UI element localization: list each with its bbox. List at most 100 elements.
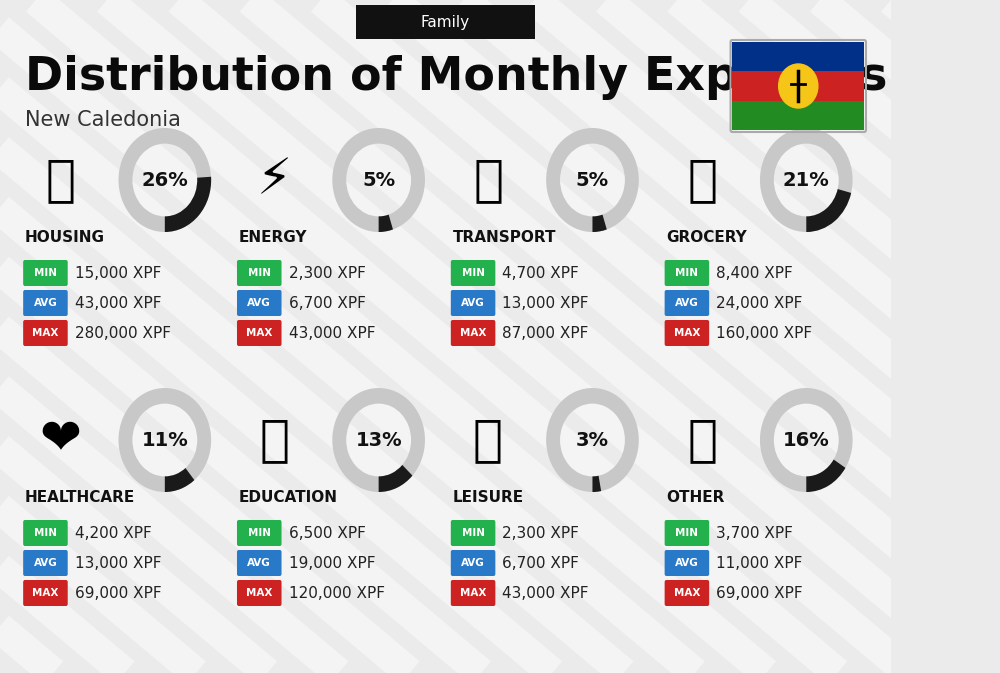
Text: New Caledonia: New Caledonia [25, 110, 181, 130]
Text: 11%: 11% [141, 431, 188, 450]
Text: 13%: 13% [355, 431, 402, 450]
Text: AVG: AVG [461, 298, 485, 308]
FancyBboxPatch shape [451, 550, 495, 576]
Text: AVG: AVG [247, 558, 271, 568]
Wedge shape [806, 460, 845, 492]
FancyBboxPatch shape [23, 320, 68, 346]
FancyBboxPatch shape [451, 580, 495, 606]
Text: 13,000 XPF: 13,000 XPF [502, 295, 589, 310]
Text: 13,000 XPF: 13,000 XPF [75, 555, 161, 571]
Text: MAX: MAX [460, 588, 486, 598]
Wedge shape [806, 189, 851, 232]
Text: EDUCATION: EDUCATION [239, 490, 338, 505]
FancyBboxPatch shape [237, 290, 282, 316]
Text: 280,000 XPF: 280,000 XPF [75, 326, 171, 341]
Text: 🚌: 🚌 [473, 156, 503, 204]
FancyBboxPatch shape [237, 580, 282, 606]
Text: MIN: MIN [34, 528, 57, 538]
Text: 3%: 3% [576, 431, 609, 450]
Text: HEALTHCARE: HEALTHCARE [25, 490, 135, 505]
FancyBboxPatch shape [237, 520, 282, 546]
FancyBboxPatch shape [451, 520, 495, 546]
Text: ⚡: ⚡ [257, 156, 292, 204]
Text: ❤️: ❤️ [40, 416, 82, 464]
Wedge shape [118, 128, 211, 232]
FancyBboxPatch shape [665, 550, 709, 576]
Text: 8,400 XPF: 8,400 XPF [716, 266, 793, 281]
Text: 11,000 XPF: 11,000 XPF [716, 555, 803, 571]
Text: 5%: 5% [576, 170, 609, 190]
FancyBboxPatch shape [451, 320, 495, 346]
FancyBboxPatch shape [451, 290, 495, 316]
Wedge shape [165, 177, 211, 232]
Text: 6,700 XPF: 6,700 XPF [289, 295, 366, 310]
Text: MAX: MAX [246, 328, 272, 338]
Text: MIN: MIN [248, 528, 271, 538]
Circle shape [779, 64, 818, 108]
Text: ENERGY: ENERGY [239, 230, 307, 245]
Text: GROCERY: GROCERY [666, 230, 747, 245]
Text: HOUSING: HOUSING [25, 230, 105, 245]
Wedge shape [332, 128, 425, 232]
Text: 69,000 XPF: 69,000 XPF [716, 586, 803, 600]
Text: Distribution of Monthly Expenses: Distribution of Monthly Expenses [25, 55, 887, 100]
FancyBboxPatch shape [23, 550, 68, 576]
Text: 26%: 26% [141, 170, 188, 190]
Text: 2,300 XPF: 2,300 XPF [289, 266, 366, 281]
Text: MIN: MIN [462, 268, 485, 278]
FancyBboxPatch shape [23, 290, 68, 316]
Text: MIN: MIN [675, 268, 698, 278]
Text: 19,000 XPF: 19,000 XPF [289, 555, 375, 571]
Text: AVG: AVG [675, 298, 699, 308]
Text: Family: Family [421, 15, 470, 30]
Text: AVG: AVG [34, 558, 57, 568]
Text: MIN: MIN [34, 268, 57, 278]
Wedge shape [546, 128, 639, 232]
Text: AVG: AVG [675, 558, 699, 568]
FancyBboxPatch shape [23, 580, 68, 606]
Wedge shape [760, 128, 853, 232]
FancyBboxPatch shape [665, 580, 709, 606]
Wedge shape [760, 388, 853, 492]
Text: 43,000 XPF: 43,000 XPF [75, 295, 161, 310]
Text: LEISURE: LEISURE [453, 490, 524, 505]
FancyBboxPatch shape [665, 520, 709, 546]
Wedge shape [118, 388, 211, 492]
Text: MIN: MIN [248, 268, 271, 278]
Text: AVG: AVG [247, 298, 271, 308]
Text: MAX: MAX [32, 588, 59, 598]
FancyBboxPatch shape [665, 260, 709, 286]
Text: 🛍️: 🛍️ [473, 416, 503, 464]
Text: MIN: MIN [675, 528, 698, 538]
Wedge shape [165, 468, 194, 492]
Wedge shape [379, 215, 393, 232]
Text: 69,000 XPF: 69,000 XPF [75, 586, 161, 600]
FancyBboxPatch shape [732, 101, 864, 130]
Text: MAX: MAX [674, 588, 700, 598]
FancyBboxPatch shape [451, 260, 495, 286]
Text: MAX: MAX [32, 328, 59, 338]
Text: 6,500 XPF: 6,500 XPF [289, 526, 366, 540]
Text: 3,700 XPF: 3,700 XPF [716, 526, 793, 540]
FancyBboxPatch shape [732, 42, 864, 71]
Text: 🏢: 🏢 [46, 156, 76, 204]
Text: MAX: MAX [246, 588, 272, 598]
Text: 6,700 XPF: 6,700 XPF [502, 555, 579, 571]
Wedge shape [592, 215, 607, 232]
Wedge shape [592, 476, 601, 492]
Text: 120,000 XPF: 120,000 XPF [289, 586, 385, 600]
FancyBboxPatch shape [23, 260, 68, 286]
Text: 4,200 XPF: 4,200 XPF [75, 526, 152, 540]
Wedge shape [379, 465, 412, 492]
Text: MIN: MIN [462, 528, 485, 538]
FancyBboxPatch shape [237, 320, 282, 346]
Text: 4,700 XPF: 4,700 XPF [502, 266, 579, 281]
Text: 43,000 XPF: 43,000 XPF [502, 586, 589, 600]
Text: MAX: MAX [674, 328, 700, 338]
FancyBboxPatch shape [237, 550, 282, 576]
Text: 87,000 XPF: 87,000 XPF [502, 326, 589, 341]
FancyBboxPatch shape [237, 260, 282, 286]
Text: TRANSPORT: TRANSPORT [453, 230, 556, 245]
Text: 43,000 XPF: 43,000 XPF [289, 326, 375, 341]
Text: 24,000 XPF: 24,000 XPF [716, 295, 803, 310]
